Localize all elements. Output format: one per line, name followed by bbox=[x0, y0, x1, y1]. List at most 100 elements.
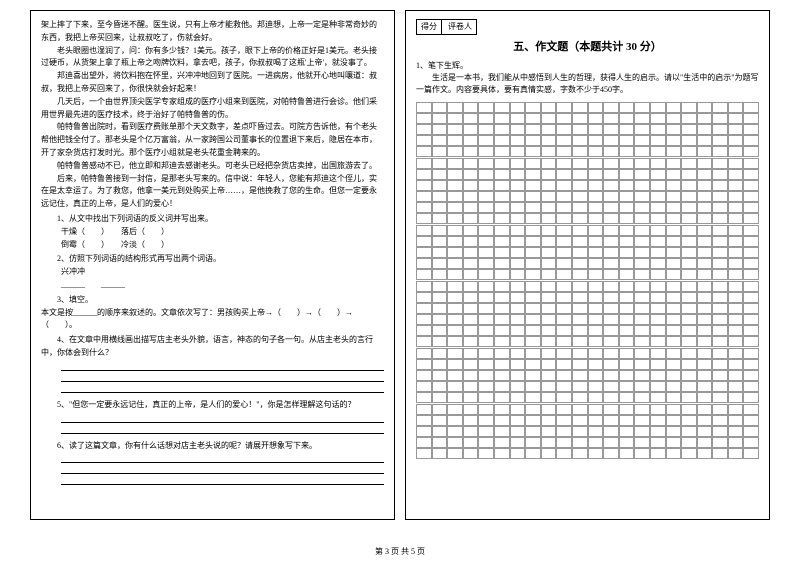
grid-cell bbox=[681, 146, 697, 157]
grid-cell bbox=[650, 348, 666, 359]
grid-cell bbox=[416, 146, 432, 157]
grid-cell bbox=[432, 247, 448, 258]
grid-cell bbox=[743, 102, 759, 113]
grid-cell bbox=[432, 236, 448, 247]
grid-cell bbox=[463, 247, 479, 258]
grid-row bbox=[416, 180, 759, 191]
grid-cell bbox=[416, 392, 432, 403]
grid-cell bbox=[603, 281, 619, 292]
grid-cell bbox=[634, 213, 650, 224]
grid-cell bbox=[619, 292, 635, 303]
grid-cell bbox=[681, 303, 697, 314]
grid-cell bbox=[588, 191, 604, 202]
grid-cell bbox=[712, 415, 728, 426]
grid-cell bbox=[556, 180, 572, 191]
grid-cell bbox=[463, 269, 479, 280]
passage-line: 邦迪喜出望外，将饮料抱在怀里，兴冲冲地回到了医院。一进病房，他就开心地叫嚷道：叔… bbox=[41, 70, 384, 96]
grid-cell bbox=[432, 392, 448, 403]
judge-label: 评卷人 bbox=[444, 20, 476, 34]
grid-cell bbox=[603, 348, 619, 359]
grid-cell bbox=[556, 359, 572, 370]
grid-cell bbox=[572, 180, 588, 191]
grid-cell bbox=[525, 348, 541, 359]
grid-cell bbox=[697, 325, 713, 336]
grid-cell bbox=[510, 180, 526, 191]
grid-cell bbox=[556, 392, 572, 403]
answer-line bbox=[61, 464, 384, 474]
grid-cell bbox=[510, 191, 526, 202]
grid-cell bbox=[478, 269, 494, 280]
grid-cell bbox=[743, 303, 759, 314]
grid-cell bbox=[494, 370, 510, 381]
grid-cell bbox=[463, 180, 479, 191]
grid-cell bbox=[447, 325, 463, 336]
grid-cell bbox=[494, 191, 510, 202]
grid-cell bbox=[603, 124, 619, 135]
grid-cell bbox=[603, 247, 619, 258]
grid-row bbox=[416, 113, 759, 124]
grid-row bbox=[416, 348, 759, 359]
grid-cell bbox=[619, 269, 635, 280]
grid-cell bbox=[525, 448, 541, 459]
grid-cell bbox=[650, 135, 666, 146]
grid-cell bbox=[432, 348, 448, 359]
grid-cell bbox=[510, 124, 526, 135]
grid-cell bbox=[525, 191, 541, 202]
grid-cell bbox=[634, 426, 650, 437]
grid-cell bbox=[556, 336, 572, 347]
grid-cell bbox=[603, 448, 619, 459]
grid-cell bbox=[572, 213, 588, 224]
grid-cell bbox=[432, 225, 448, 236]
grid-cell bbox=[494, 437, 510, 448]
grid-cell bbox=[728, 292, 744, 303]
grid-cell bbox=[588, 202, 604, 213]
grid-cell bbox=[556, 404, 572, 415]
grid-cell bbox=[510, 146, 526, 157]
grid-cell bbox=[588, 404, 604, 415]
q4-label: 4、在文章中用横线画出描写店主老头外貌，语言，神态的句子各一句。从店主老头的言行… bbox=[41, 334, 384, 360]
grid-cell bbox=[556, 247, 572, 258]
grid-cell bbox=[572, 236, 588, 247]
grid-cell bbox=[463, 236, 479, 247]
grid-cell bbox=[416, 325, 432, 336]
grid-cell bbox=[634, 359, 650, 370]
grid-cell bbox=[478, 158, 494, 169]
grid-cell bbox=[743, 415, 759, 426]
q2-word: 兴冲冲 bbox=[61, 266, 384, 279]
grid-cell bbox=[650, 113, 666, 124]
grid-row bbox=[416, 392, 759, 403]
grid-cell bbox=[510, 325, 526, 336]
grid-cell bbox=[432, 325, 448, 336]
grid-cell bbox=[494, 247, 510, 258]
grid-cell bbox=[525, 415, 541, 426]
grid-cell bbox=[510, 448, 526, 459]
writing-grid bbox=[416, 102, 759, 459]
grid-cell bbox=[447, 146, 463, 157]
grid-cell bbox=[650, 258, 666, 269]
grid-cell bbox=[525, 158, 541, 169]
grid-cell bbox=[447, 102, 463, 113]
grid-cell bbox=[432, 292, 448, 303]
passage-line: 架上摔了下来，至今昏迷不醒。医生说，只有上帝才能救他。邦迪想，上帝一定是种非常奇… bbox=[41, 19, 384, 45]
grid-cell bbox=[634, 281, 650, 292]
grid-cell bbox=[494, 113, 510, 124]
grid-cell bbox=[712, 113, 728, 124]
grid-cell bbox=[650, 225, 666, 236]
grid-cell bbox=[634, 336, 650, 347]
grid-cell bbox=[494, 102, 510, 113]
score-header: 得分 评卷人 bbox=[416, 19, 759, 35]
grid-cell bbox=[463, 191, 479, 202]
grid-cell bbox=[494, 359, 510, 370]
grid-cell bbox=[666, 191, 682, 202]
grid-cell bbox=[510, 225, 526, 236]
grid-cell bbox=[572, 225, 588, 236]
grid-cell bbox=[510, 392, 526, 403]
grid-cell bbox=[634, 158, 650, 169]
grid-cell bbox=[650, 269, 666, 280]
grid-cell bbox=[447, 381, 463, 392]
grid-cell bbox=[603, 135, 619, 146]
grid-cell bbox=[743, 146, 759, 157]
q5-label: 5、"但您一定要永远记住，真正的上帝，是人们的爱心！"，你是怎样理解这句话的？ bbox=[41, 399, 384, 412]
grid-cell bbox=[743, 158, 759, 169]
grid-cell bbox=[478, 113, 494, 124]
